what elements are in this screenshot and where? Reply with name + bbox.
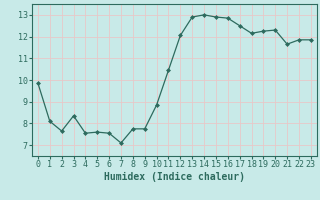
- X-axis label: Humidex (Indice chaleur): Humidex (Indice chaleur): [104, 172, 245, 182]
